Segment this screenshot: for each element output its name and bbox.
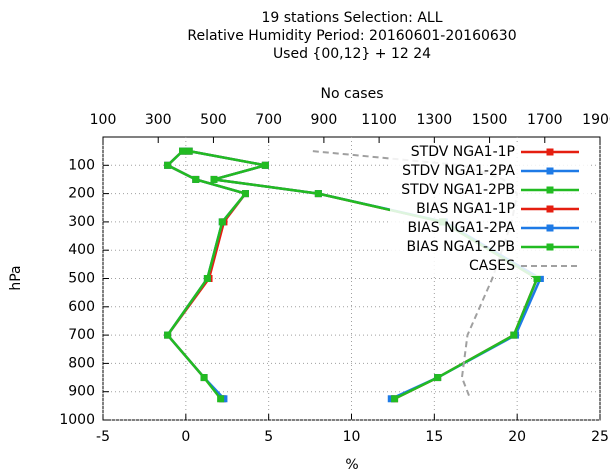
point-marker <box>192 175 200 183</box>
x2-tick-label: 700 <box>255 112 282 128</box>
chart-title: 19 stations Selection: ALL <box>261 10 442 26</box>
legend-label: BIAS NGA1-2PB <box>407 239 515 255</box>
x-tick-label: 10 <box>343 429 361 445</box>
y-tick-label: 1000 <box>59 412 95 428</box>
legend-bg <box>390 219 590 238</box>
point-marker <box>314 190 322 198</box>
chart-title: Relative Humidity Period: 20160601-20160… <box>187 28 516 44</box>
legend-marker <box>546 224 554 232</box>
series-line <box>165 150 248 400</box>
y-tick-label: 600 <box>68 299 95 315</box>
y-tick-label: 300 <box>68 214 95 230</box>
x2-tick-label: 900 <box>311 112 338 128</box>
legend-marker <box>546 186 554 194</box>
point-marker <box>164 161 172 169</box>
legend-marker <box>546 148 554 156</box>
y-tick-label: 200 <box>68 186 95 202</box>
point-marker <box>533 275 541 282</box>
x2-tick-label: 1900 <box>582 112 610 128</box>
y-tick-label: 500 <box>68 271 95 287</box>
point-marker <box>510 331 518 339</box>
point-marker <box>179 147 187 155</box>
point-marker <box>434 374 442 382</box>
legend-label: STDV NGA1-1P <box>411 144 515 160</box>
legend-label: BIAS NGA1-2PA <box>407 220 515 236</box>
y-axis-label: hPa <box>8 265 24 290</box>
x-tick-label: -5 <box>96 429 110 445</box>
x-tick-label: 20 <box>508 429 526 445</box>
legend-bg <box>390 143 590 162</box>
chart-title: Used {00,12} + 12 24 <box>273 46 431 62</box>
point-marker <box>217 395 225 403</box>
legend-label: STDV NGA1-2PA <box>402 163 515 179</box>
point-marker <box>391 395 399 403</box>
x2-tick-label: 500 <box>200 112 227 128</box>
x2-tick-label: 300 <box>145 112 172 128</box>
x2-axis-label: No cases <box>321 86 384 102</box>
point-marker <box>261 161 269 169</box>
x-axis-label: % <box>345 457 358 472</box>
x2-tick-label: 1100 <box>361 112 397 128</box>
y-tick-label: 100 <box>68 157 95 173</box>
legend-label: BIAS NGA1-1P <box>416 201 515 217</box>
point-marker <box>218 218 226 226</box>
legend-bg <box>390 181 590 200</box>
x-tick-label: 5 <box>264 429 273 445</box>
legend-label: STDV NGA1-2PB <box>401 182 515 198</box>
legend-bg <box>390 200 590 219</box>
x2-tick-label: 1300 <box>417 112 453 128</box>
y-tick-label: 400 <box>68 242 95 258</box>
legend-bg <box>390 238 590 257</box>
x2-tick-label: 1700 <box>527 112 563 128</box>
y-tick-label: 700 <box>68 327 95 343</box>
point-marker <box>200 374 208 382</box>
x2-tick-label: 100 <box>90 112 117 128</box>
x-tick-label: 25 <box>591 429 609 445</box>
legend-label: CASES <box>469 258 515 274</box>
point-marker <box>203 275 211 282</box>
series-line <box>165 150 248 400</box>
x-tick-label: 15 <box>425 429 443 445</box>
legend-bg <box>390 257 590 276</box>
point-marker <box>210 175 218 183</box>
x2-tick-label: 1500 <box>472 112 508 128</box>
point-marker <box>185 147 193 155</box>
legend-marker <box>546 243 554 251</box>
series-line <box>165 150 248 400</box>
legend-marker <box>546 205 554 213</box>
legend-bg <box>390 162 590 181</box>
y-tick-label: 900 <box>68 384 95 400</box>
y-tick-label: 800 <box>68 355 95 371</box>
point-marker <box>241 190 249 198</box>
point-marker <box>164 331 172 339</box>
legend-marker <box>546 167 554 175</box>
x-tick-label: 0 <box>181 429 190 445</box>
